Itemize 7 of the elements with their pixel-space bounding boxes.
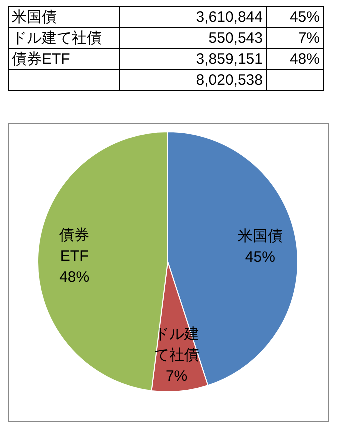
data-label: 48% [58,268,91,288]
data-label: 45% [244,248,276,268]
value-table: 米国債 3,610,844 45% ドル建て社債 550,543 7% 債券ETF 3,859,151 48% 8,020,538 [8,6,324,91]
slice-label: 債券ETF [8,48,120,70]
data-label: 7% [164,366,189,387]
slice-label: 米国債 [236,227,284,248]
slice-label: 債券ETF [58,226,91,267]
